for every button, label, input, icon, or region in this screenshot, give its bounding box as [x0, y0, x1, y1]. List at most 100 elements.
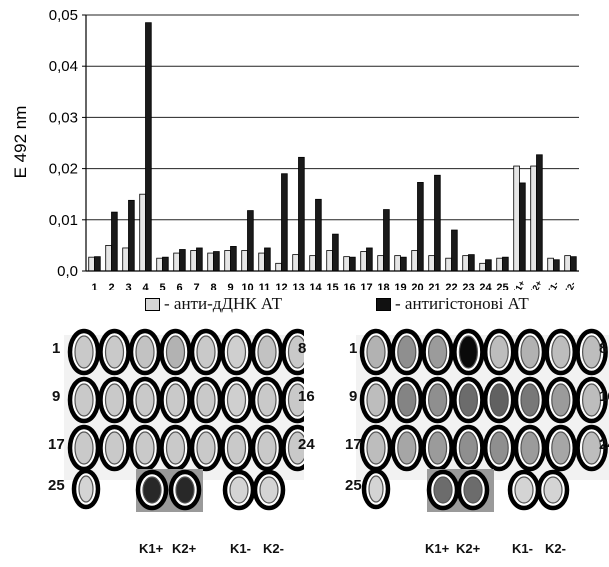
well-fill — [74, 335, 94, 369]
y-tick-label: 0,0 — [57, 263, 78, 280]
control-well-fill — [175, 476, 195, 504]
well-fill — [74, 383, 94, 417]
x-tick-label: 14 — [309, 282, 322, 290]
well-fill — [582, 431, 602, 465]
plate-row-label: 25 — [345, 477, 362, 494]
x-tick-label: 11 — [259, 282, 271, 290]
well-fill — [196, 335, 216, 369]
well-fill — [104, 335, 125, 369]
control-label: K2- — [545, 541, 566, 556]
well-fill — [104, 431, 125, 465]
x-tick-labels: 1 2 3 4 5 6 7 8 9 10 11 12 13 14 15 16 17 18 19 20 21 22 23 24 2… — [91, 279, 577, 290]
plate-row-label: 1 — [349, 340, 358, 357]
well-25-fill — [78, 475, 94, 503]
y-tick-labels: 0,0 0,01 0,02 0,03 0,04 0,05 — [49, 7, 78, 280]
legend-label-anti-dsdna: - анти-дДНК АТ — [164, 294, 283, 313]
well-fill — [397, 383, 417, 417]
well-fill — [226, 383, 247, 417]
legend-label-antihistone: - антигістонові АТ — [395, 294, 529, 313]
control-label: K2+ — [456, 541, 481, 556]
axes — [82, 14, 579, 272]
well-fill — [458, 431, 478, 465]
well-fill — [366, 383, 386, 417]
x-tick-label: 18 — [377, 282, 389, 290]
x-tick-label: 4 — [142, 282, 149, 290]
x-tick-label: 25 — [496, 282, 508, 290]
x-tick-label: 2 — [108, 282, 114, 290]
y-tick-label: 0,01 — [49, 212, 78, 229]
x-tick-label: 1 — [91, 282, 97, 290]
control-well-fill — [433, 476, 453, 504]
well-fill — [489, 335, 509, 369]
x-tick-label: K2+ — [527, 279, 544, 290]
plate-row-label: 9 — [52, 388, 61, 405]
y-tick-label: 0,02 — [49, 161, 78, 178]
well-fill — [551, 383, 571, 417]
x-tick-label: 5 — [159, 282, 165, 290]
control-label: K2+ — [172, 541, 197, 556]
plate-end-label: 16 — [599, 388, 609, 405]
x-tick-label: 8 — [210, 282, 216, 290]
plate-row-label: 17 — [48, 436, 65, 453]
well-fill — [165, 383, 186, 417]
x-tick-label: 9 — [227, 282, 233, 290]
legend-item-anti-dsdna: - анти-дДНК АТ — [145, 294, 282, 314]
well-fill — [489, 431, 509, 465]
plate-end-label: 24 — [298, 436, 315, 453]
control-well-fill — [543, 476, 563, 504]
y-tick-label: 0,03 — [49, 109, 78, 126]
well-fill — [520, 383, 540, 417]
x-tick-label: K1+ — [510, 279, 527, 290]
well-fill — [582, 335, 602, 369]
x-tick-label: 20 — [411, 282, 423, 290]
gridlines — [86, 14, 579, 221]
well-fill — [135, 383, 155, 417]
control-label: K1+ — [425, 541, 450, 556]
control-label: K2- — [263, 541, 284, 556]
well-fill — [458, 335, 478, 369]
x-tick-label: 21 — [428, 282, 440, 290]
control-well-fill — [514, 476, 534, 504]
x-tick-label: 10 — [241, 282, 253, 290]
elisa-plate-2 — [356, 328, 609, 512]
well-fill — [196, 383, 216, 417]
well-fill — [226, 431, 247, 465]
legend-swatch-light — [145, 297, 160, 311]
bars — [88, 22, 577, 272]
well-fill — [366, 335, 386, 369]
x-tick-label: K2- — [562, 280, 578, 290]
well-fill — [428, 431, 448, 465]
y-tick-label: 0,04 — [49, 58, 78, 75]
control-well-fill — [259, 476, 279, 504]
well-fill — [428, 383, 448, 417]
x-tick-label: 15 — [326, 282, 338, 290]
well-fill — [257, 335, 277, 369]
well-fill — [489, 383, 509, 417]
well-fill — [165, 335, 186, 369]
control-label: K1- — [512, 541, 533, 556]
well-fill — [226, 335, 247, 369]
plate-end-label: 8 — [298, 340, 307, 357]
well-fill — [257, 431, 277, 465]
bar-chart: 0,00,010,020,030,040,05 1 2 3 4 5 6 7 8 9 10 11 12 1… — [11, 7, 579, 290]
elisa-plate-1 — [64, 328, 304, 512]
control-well-fill — [142, 476, 162, 504]
well-fill — [397, 335, 417, 369]
control-well-fill — [463, 476, 483, 504]
legend-swatch-dark — [376, 297, 391, 311]
well-fill — [287, 335, 304, 369]
y-axis-label: E 492 nm — [11, 106, 30, 179]
x-tick-label: 16 — [343, 282, 355, 290]
well-fill — [397, 431, 417, 465]
control-well-fill — [229, 476, 249, 504]
x-tick-label: 13 — [292, 282, 304, 290]
plate-end-label: 8 — [599, 340, 608, 357]
x-tick-label: K1- — [545, 280, 561, 290]
well-fill — [287, 383, 304, 417]
well-fill — [135, 431, 155, 465]
x-tick-label: 24 — [479, 282, 492, 290]
y-tick-label: 0,05 — [49, 7, 78, 24]
legend-item-antihistone: - антигістонові АТ — [376, 294, 529, 314]
x-tick-label: 3 — [125, 282, 131, 290]
well-fill — [551, 335, 571, 369]
